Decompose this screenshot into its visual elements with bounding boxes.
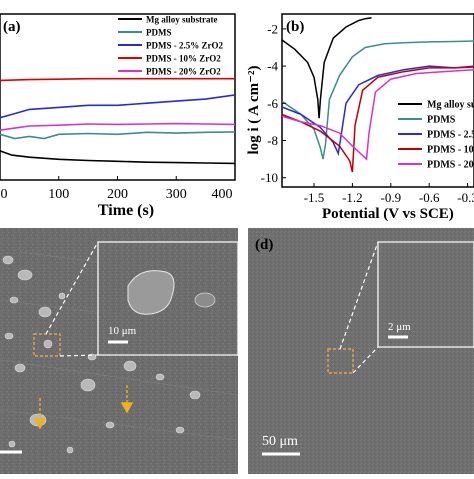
legend-label-pdms-10-zro2: PDMS - 10% ZrO2 xyxy=(146,54,221,64)
panel-c-inset-scale-text: 10 μm xyxy=(108,325,137,337)
series-line-mg-alloy-substrate xyxy=(0,150,236,165)
panel-c: 10 μm m xyxy=(0,228,239,474)
series-line-pdms-2-5-zro2 xyxy=(0,94,236,119)
series-line-pdms-20-zro2 xyxy=(281,69,474,161)
panel-d-label: (d) xyxy=(255,237,273,253)
panel-d: (d) 2 μm 50 μm xyxy=(248,228,474,474)
y-tick-label: -6 xyxy=(267,96,278,111)
x-tick-label: -0.6 xyxy=(419,190,440,205)
panel-b-frame xyxy=(281,13,474,188)
series-line-pdms-10-zro2 xyxy=(0,77,235,82)
panel-b: (b) Mg alloy substrate PDMS PDMS - 2.5% Zr… xyxy=(246,13,474,222)
legend-label-mg-alloy-substrate: Mg alloy substrate xyxy=(146,15,218,25)
panel-c-zoom-line xyxy=(59,354,99,357)
panel-b-y-ticks: -2 -4 -6 -8 -10 xyxy=(261,21,286,185)
x-tick-label: -0.3 xyxy=(457,190,474,205)
x-tick-label: -1.2 xyxy=(342,190,363,205)
panel-b-legend: Mg alloy substrate PDMS PDMS - 2.5% ZrO2 PD… xyxy=(398,100,474,171)
panel-c-zoom-box xyxy=(33,333,61,357)
legend-label-pdms-20-zro2: PDMS - 20% ZrO2 xyxy=(146,67,221,77)
panel-b-x-axis-title: Potential (V vs SCE) xyxy=(322,206,454,222)
x-tick-label: 200 xyxy=(107,187,128,202)
panel-d-inset xyxy=(377,241,474,348)
panel-a: (a) Mg alloy substrate PDMS PDMS - 2.5% Zr… xyxy=(0,13,236,219)
legend-label-pdms-10-zro2: PDMS - 10% ZrO2 xyxy=(427,145,474,156)
panel-d-scale-text: 50 μm xyxy=(262,434,298,449)
panel-a-frame xyxy=(0,13,236,181)
panel-d-zoom-line xyxy=(339,241,379,350)
legend-label-pdms: PDMS xyxy=(146,28,172,38)
legend-label-pdms-20-zro2: PDMS - 20% ZrO2 xyxy=(427,160,474,171)
x-tick-label: -1.5 xyxy=(304,190,325,205)
y-tick-label: -10 xyxy=(261,170,278,185)
x-tick-label: 100 xyxy=(48,187,69,202)
panel-b-y-axis-title: log i ( A cm⁻²) xyxy=(246,65,262,154)
panel-d-zoom-line xyxy=(352,346,379,374)
y-tick-label: -2 xyxy=(267,21,278,36)
y-tick-label: -8 xyxy=(267,133,278,148)
panel-c-particles xyxy=(2,255,201,454)
legend-label-pdms-2-5-zro2: PDMS - 2.5% ZrO2 xyxy=(427,130,474,141)
panel-a-label: (a) xyxy=(3,19,21,35)
series-line-pdms-20-zro2 xyxy=(0,122,236,131)
x-tick-label: -0.9 xyxy=(381,190,402,205)
panel-c-zoom-line xyxy=(45,241,99,335)
panel-d-inset-scale-text: 2 μm xyxy=(388,321,411,333)
legend-label-pdms-2-5-zro2: PDMS - 2.5% ZrO2 xyxy=(146,41,223,51)
panel-c-arrows xyxy=(33,385,134,430)
panel-b-x-ticks: -1.5 -1.2 -0.9 -0.6 -0.3 xyxy=(304,183,474,205)
x-tick-label: 0 xyxy=(1,187,8,202)
series-line-pdms xyxy=(281,40,474,160)
panel-a-x-ticks: 0 100 200 300 400 xyxy=(0,176,236,202)
panel-b-series xyxy=(281,16,474,173)
panel-b-label: (b) xyxy=(286,19,304,35)
y-tick-label: -4 xyxy=(267,59,278,74)
panel-c-inset-particle xyxy=(194,292,216,308)
legend-label-mg-alloy-substrate: Mg alloy substrate xyxy=(427,100,474,111)
panel-c-inset-particle xyxy=(127,270,175,315)
panel-a-legend: Mg alloy substrate PDMS PDMS - 2.5% ZrO2 PD… xyxy=(118,15,223,77)
series-line-mg-alloy-substrate xyxy=(281,16,372,119)
x-tick-label: 300 xyxy=(166,187,187,202)
series-line-pdms xyxy=(0,131,236,140)
panel-a-series xyxy=(0,77,236,165)
legend-label-pdms: PDMS xyxy=(427,115,456,126)
series-line-pdms-10-zro2 xyxy=(281,66,474,173)
series-line-pdms-2-5-zro2 xyxy=(281,65,474,157)
panel-a-x-axis-title: Time (s) xyxy=(98,202,154,219)
x-tick-label: 400 xyxy=(212,187,233,202)
